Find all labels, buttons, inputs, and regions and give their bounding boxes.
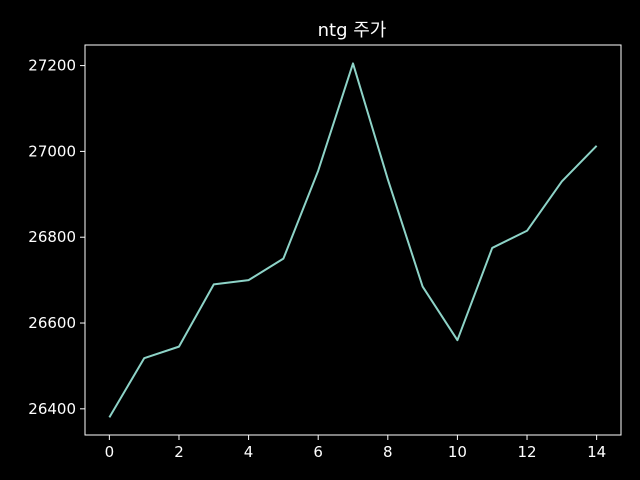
- x-tick-label: 12: [517, 443, 536, 461]
- x-axis: 0 2 4 6 8 10 12 14: [105, 435, 606, 461]
- x-tick-label: 2: [174, 443, 184, 461]
- y-tick-label: 26600: [28, 314, 76, 332]
- x-tick-label: 10: [448, 443, 467, 461]
- y-tick-label: 27200: [28, 57, 76, 75]
- series-line: [108, 62, 598, 418]
- plot-area: [108, 62, 598, 418]
- chart-title: ntg 주가: [318, 20, 387, 41]
- x-tick-label: 6: [313, 443, 323, 461]
- y-tick-label: 26400: [28, 400, 76, 418]
- x-tick-label: 8: [383, 443, 393, 461]
- y-tick-label: 26800: [28, 228, 76, 246]
- y-axis: 26400 26600 26800 27000 27200: [28, 57, 85, 418]
- x-tick-label: 4: [244, 443, 254, 461]
- y-tick-label: 27000: [28, 142, 76, 160]
- x-tick-label: 14: [587, 443, 606, 461]
- axes-frame: [84, 44, 622, 436]
- x-tick-label: 0: [105, 443, 115, 461]
